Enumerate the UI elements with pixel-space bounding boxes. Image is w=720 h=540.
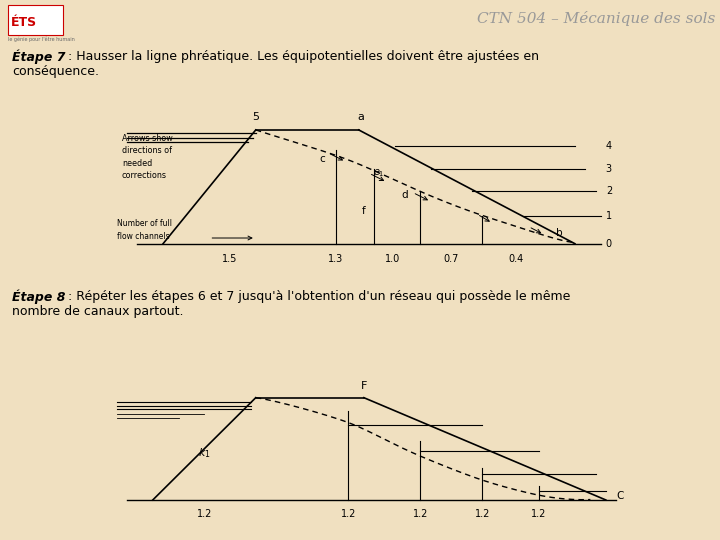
Text: d: d [402,190,408,200]
Text: 0.7: 0.7 [444,254,459,264]
Text: ÉTS: ÉTS [11,16,37,29]
Text: le génie pour l'être humain: le génie pour l'être humain [8,37,75,43]
Text: 4: 4 [606,141,612,151]
Text: 2: 2 [606,186,612,197]
Text: Étape 8: Étape 8 [12,290,66,305]
Text: Number of full
flow channels: Number of full flow channels [117,219,172,241]
Text: b: b [556,228,563,238]
Text: $k_1$: $k_1$ [198,447,211,461]
Text: CTN 504 – Mécanique des sols: CTN 504 – Mécanique des sols [477,10,715,25]
Text: 0.4: 0.4 [508,254,523,264]
Text: 1.2: 1.2 [413,509,428,519]
Text: C: C [616,491,624,501]
Text: f: f [362,206,366,216]
Text: 1.3: 1.3 [328,254,343,264]
Text: 1.0: 1.0 [384,254,400,264]
Text: 1.2: 1.2 [197,509,212,519]
Text: 1.2: 1.2 [474,509,490,519]
Text: 3: 3 [606,164,612,173]
Text: conséquence.: conséquence. [12,65,99,78]
Text: : Hausser la ligne phréatique. Les équipotentielles doivent être ajustées en: : Hausser la ligne phréatique. Les équip… [68,50,539,63]
Text: : Répéter les étapes 6 et 7 jusqu'à l'obtention d'un réseau qui possède le même: : Répéter les étapes 6 et 7 jusqu'à l'ob… [68,290,570,303]
Text: a: a [358,112,365,122]
Text: 1.5: 1.5 [222,254,238,264]
Text: 1.2: 1.2 [341,509,356,519]
Text: nombre de canaux partout.: nombre de canaux partout. [12,305,184,318]
Text: Arrows show
directions of
needed
corrections: Arrows show directions of needed correct… [122,134,173,180]
Text: c: c [320,154,325,164]
Text: 1: 1 [606,211,612,221]
Text: $e_1$: $e_1$ [374,167,385,179]
FancyBboxPatch shape [8,5,63,35]
Text: 0: 0 [606,239,612,249]
Text: 5: 5 [252,112,259,122]
Text: F: F [361,381,367,391]
Text: 1.2: 1.2 [531,509,546,519]
Text: Étape 7: Étape 7 [12,50,66,64]
